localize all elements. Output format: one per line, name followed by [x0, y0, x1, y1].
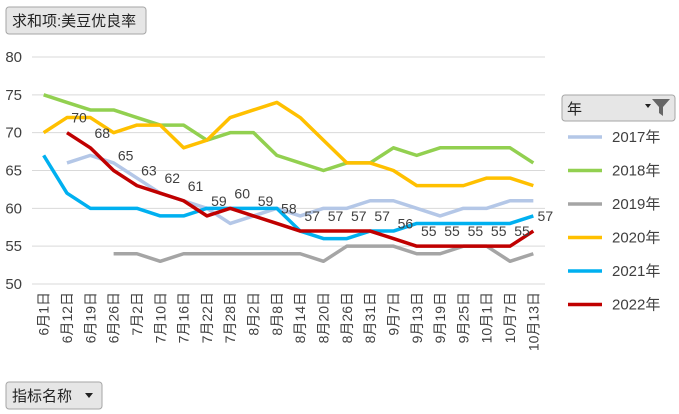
x-tick-label: 6月26日 [106, 292, 122, 343]
y-tick-label: 70 [5, 125, 22, 142]
x-tick-label: 7月28日 [222, 292, 238, 343]
x-tick-label: 7月16日 [176, 292, 192, 343]
series-line [42, 100, 534, 188]
x-tick-label: 8月31日 [362, 292, 378, 343]
y-tick-label: 55 [5, 238, 22, 255]
data-label: 57 [374, 208, 390, 224]
x-tick-label: 10月1日 [479, 292, 495, 343]
series-line [66, 153, 534, 226]
data-label: 63 [141, 163, 157, 179]
x-tick-label: 9月19日 [432, 292, 448, 343]
data-label: 65 [118, 148, 134, 164]
x-tick-label: 10月7日 [502, 292, 518, 343]
data-label: 57 [304, 208, 320, 224]
data-label: 61 [188, 178, 204, 194]
legend-label: 2021年 [612, 263, 660, 280]
x-tick-label: 9月13日 [409, 292, 425, 343]
data-label: 60 [234, 185, 250, 201]
x-tick-label: 6月12日 [59, 292, 75, 343]
y-tick-label: 80 [5, 49, 22, 66]
axis-button[interactable] [5, 381, 103, 410]
field-button[interactable] [5, 6, 147, 35]
y-tick-label: 60 [5, 200, 22, 217]
data-label: 56 [398, 216, 414, 232]
legend-title: 年 [567, 101, 582, 118]
filter-icon [652, 99, 670, 116]
y-tick-label: 50 [5, 276, 22, 293]
legend-label: 2019年 [612, 196, 660, 213]
axis-button-label: 指标名称 [12, 388, 72, 405]
legend-label: 2017年 [612, 129, 660, 146]
x-tick-label: 8月8日 [269, 292, 285, 336]
x-tick-label: 6月1日 [36, 292, 52, 336]
x-tick-label: 8月14日 [292, 292, 308, 343]
x-tick-label: 7月2日 [129, 292, 145, 336]
x-tick-label: 9月25日 [455, 292, 471, 343]
x-tick-label: 7月22日 [199, 292, 215, 343]
data-label: 57 [351, 208, 367, 224]
y-tick-label: 65 [5, 163, 22, 180]
data-label: 55 [468, 223, 484, 239]
x-tick-label: 9月7日 [385, 292, 401, 336]
data-label: 55 [514, 223, 530, 239]
data-label: 55 [421, 223, 437, 239]
legend-button[interactable] [561, 94, 676, 122]
x-tick-label: 8月26日 [339, 292, 355, 343]
legend-label: 2018年 [612, 163, 660, 180]
series-line [43, 93, 535, 173]
dropdown-arrow [85, 393, 93, 398]
dropdown-arrow [645, 104, 651, 108]
series-line [42, 154, 534, 241]
data-label: 62 [164, 170, 180, 186]
x-tick-label: 7月10日 [152, 292, 168, 343]
data-label: 55 [491, 223, 507, 239]
data-label: 59 [258, 193, 274, 209]
x-tick-label: 8月2日 [246, 292, 262, 336]
data-label: 59 [211, 193, 227, 209]
series-line [66, 131, 535, 248]
data-label: 70 [71, 110, 87, 126]
x-tick-label: 10月13日 [525, 292, 541, 351]
x-tick-label: 6月19日 [82, 292, 98, 343]
legend-label: 2022年 [612, 297, 660, 314]
field-button-label: 求和项:美豆优良率 [12, 13, 136, 30]
x-tick-label: 8月20日 [315, 292, 331, 343]
data-label: 55 [444, 223, 460, 239]
data-label: 57 [538, 208, 554, 224]
data-label: 58 [281, 200, 297, 216]
legend-label: 2020年 [612, 230, 660, 247]
y-tick-label: 75 [5, 87, 22, 104]
data-label: 57 [328, 208, 344, 224]
data-label: 68 [95, 125, 111, 141]
